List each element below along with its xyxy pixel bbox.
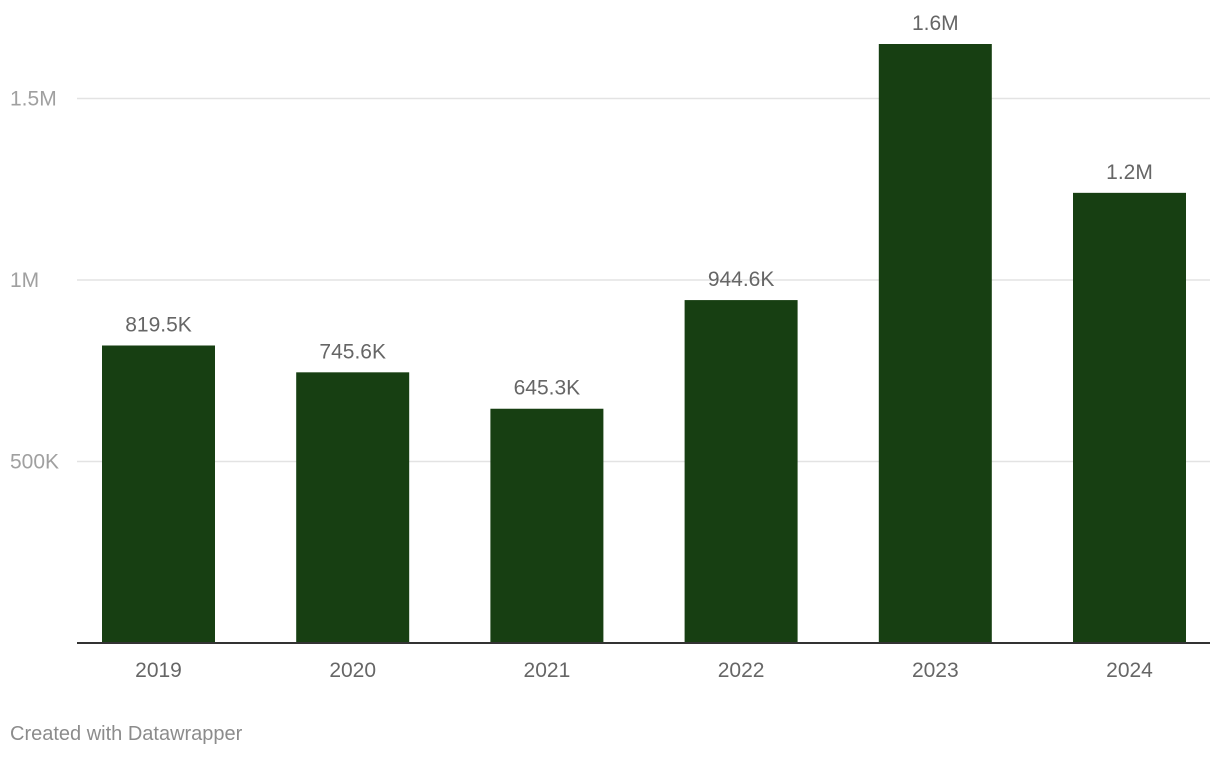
- value-label: 745.6K: [319, 340, 386, 363]
- value-label: 1.2M: [1106, 161, 1153, 184]
- bar: [684, 300, 798, 643]
- value-label: 1.6M: [912, 12, 959, 35]
- x-tick-label: 2022: [718, 659, 765, 682]
- x-tick-label: 2019: [135, 659, 182, 682]
- value-label: 819.5K: [125, 313, 192, 336]
- x-tick-label: 2021: [524, 659, 571, 682]
- y-tick-label: 1.5M: [10, 87, 57, 110]
- bar: [878, 44, 992, 643]
- bar-chart: 500K 1M 1.5M 819.5K 2019 745.6K 2020 645.3K 2021…: [10, 12, 1210, 682]
- value-label: 645.3K: [514, 377, 581, 400]
- x-tick-label: 2020: [329, 659, 376, 682]
- bar: [102, 345, 215, 643]
- bars: [102, 44, 1186, 644]
- y-tick-label: 1M: [10, 269, 39, 292]
- chart-svg: 500K 1M 1.5M 819.5K 2019 745.6K 2020 645.3K 2021…: [10, 12, 1210, 682]
- y-tick-label: 500K: [10, 450, 59, 473]
- x-tick-label: 2024: [1106, 659, 1153, 682]
- value-label: 944.6K: [708, 268, 775, 291]
- datawrapper-credit[interactable]: Created with Datawrapper: [10, 723, 243, 745]
- labels: 500K 1M 1.5M 819.5K 2019 745.6K 2020 645.3K 2021…: [10, 12, 1153, 682]
- gridlines: [77, 97, 1210, 463]
- x-tick-label: 2023: [912, 659, 959, 682]
- bar: [296, 372, 410, 643]
- bar: [1073, 192, 1186, 644]
- bar: [490, 408, 604, 643]
